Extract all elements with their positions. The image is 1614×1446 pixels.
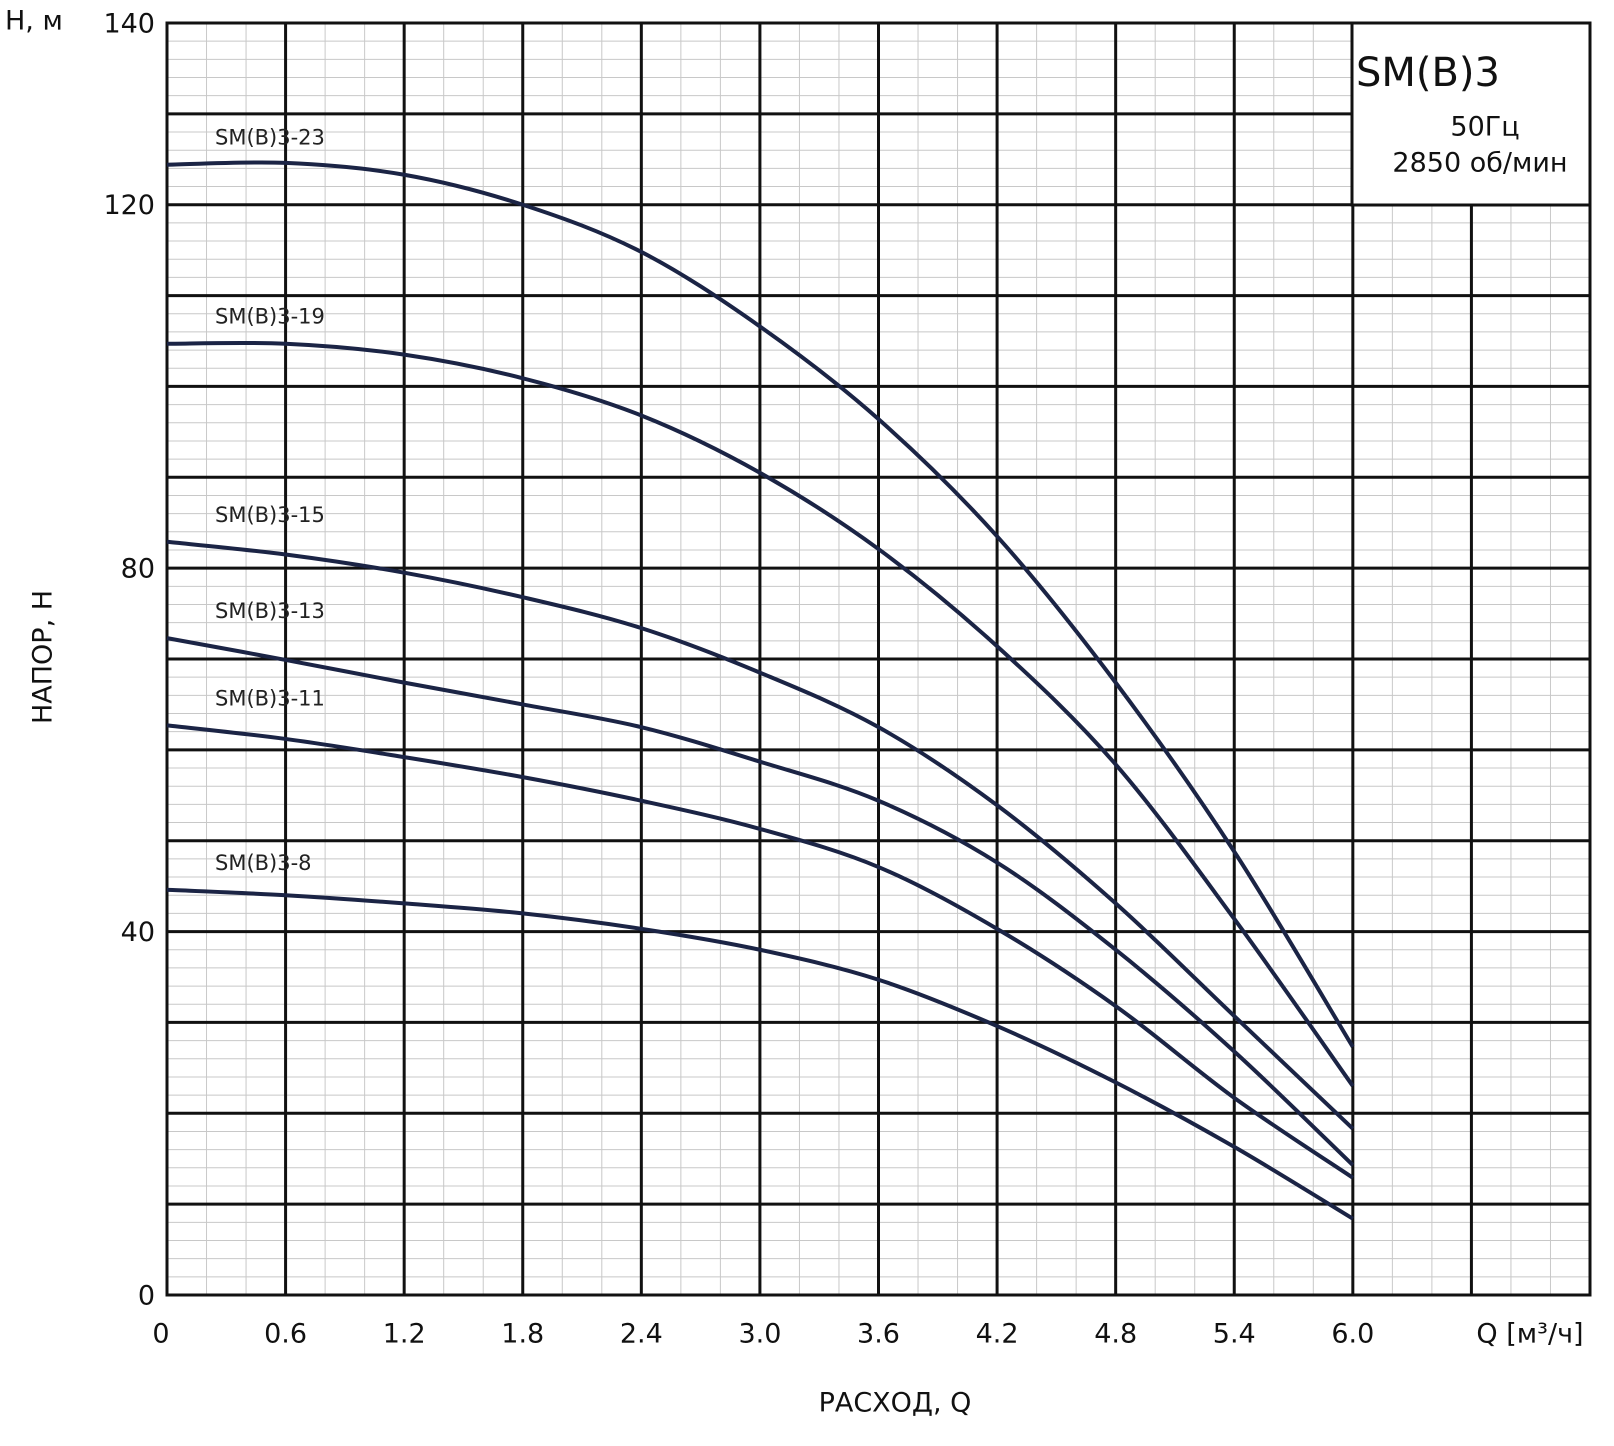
x-tick-label: 0.6 (264, 1319, 307, 1350)
x-axis-title: РАСХОД, Q (819, 1388, 972, 1419)
legend-speed: 2850 об/мин (1392, 148, 1567, 179)
legend-frequency: 50Гц (1450, 112, 1519, 143)
y-tick-label: 120 (103, 190, 155, 221)
legend-title: SM(B)3 (1356, 50, 1500, 96)
y-tick-label: 40 (121, 917, 155, 948)
y-tick-label: 140 (103, 9, 155, 40)
x-tick-label: 2.4 (620, 1319, 663, 1350)
x-tick-label: 3.0 (738, 1319, 781, 1350)
x-axis-unit: Q [м³/ч] (1476, 1319, 1583, 1350)
series-label: SM(B)3-23 (215, 126, 325, 150)
series-label: SM(B)3-19 (215, 305, 325, 329)
curve (166, 636, 1355, 1167)
curve (166, 340, 1355, 1088)
x-tick-label: 3.6 (857, 1319, 900, 1350)
x-tick-label: 6.0 (1331, 1319, 1374, 1350)
legend-box (1350, 21, 1592, 207)
series-label: SM(B)3-8 (215, 851, 312, 875)
y-axis-title: НАПОР, H (28, 590, 59, 724)
series-label: SM(B)3-13 (215, 599, 325, 623)
curve (166, 723, 1354, 1180)
x-tick-label: 1.8 (501, 1319, 544, 1350)
x-tick-label: 4.8 (1094, 1319, 1137, 1350)
x-tick-label: 1.2 (383, 1319, 426, 1350)
curves (166, 160, 1355, 1221)
x-tick-label: 4.2 (976, 1319, 1019, 1350)
x-tick-label: 5.4 (1213, 1319, 1256, 1350)
y-axis-unit: H, м (5, 6, 63, 37)
y-tick-label: 80 (121, 554, 155, 585)
series-label: SM(B)3-11 (215, 686, 325, 710)
x-tick-label: 0 (152, 1319, 169, 1350)
curve (166, 160, 1355, 1048)
curve (166, 887, 1354, 1221)
grid (165, 21, 1592, 1297)
curve (166, 539, 1355, 1131)
series-label: SM(B)3-15 (215, 503, 325, 527)
y-tick-label: 0 (138, 1281, 155, 1312)
plot-frame (165, 21, 1592, 1297)
